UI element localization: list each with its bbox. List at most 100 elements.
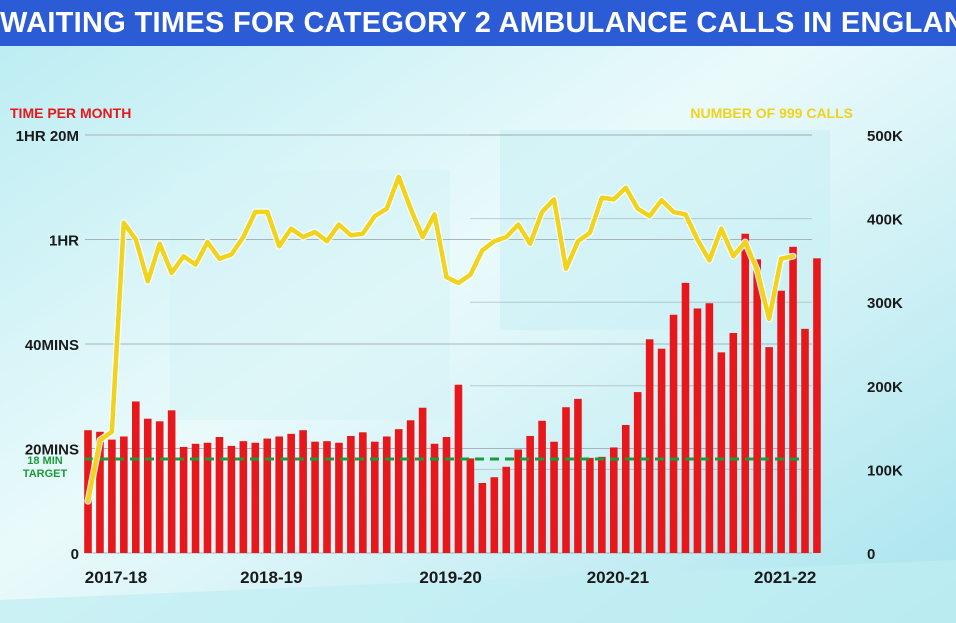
line-point bbox=[349, 233, 353, 237]
line-point bbox=[648, 214, 652, 218]
line-point bbox=[110, 430, 114, 434]
bar bbox=[382, 436, 391, 553]
bar bbox=[335, 442, 343, 553]
line-point bbox=[624, 186, 628, 190]
line-point bbox=[528, 242, 532, 246]
line-point bbox=[325, 239, 329, 243]
line-point bbox=[779, 257, 783, 261]
x-tick-label: 2021-22 bbox=[754, 568, 816, 587]
chart-title: WAITING TIMES FOR CATEGORY 2 AMBULANCE C… bbox=[0, 0, 956, 46]
bar bbox=[323, 441, 331, 553]
bar bbox=[669, 314, 678, 553]
line-point bbox=[469, 273, 472, 277]
line-point bbox=[743, 240, 747, 244]
line-point bbox=[588, 231, 592, 235]
x-tick-label: 2020-21 bbox=[587, 568, 649, 587]
line-point bbox=[540, 210, 544, 214]
line-series bbox=[84, 173, 797, 505]
bar bbox=[203, 442, 212, 553]
line-point bbox=[230, 253, 233, 256]
line-point bbox=[684, 213, 687, 216]
bar bbox=[681, 282, 690, 553]
bar bbox=[287, 433, 295, 553]
bar bbox=[538, 420, 546, 553]
line-point bbox=[134, 238, 138, 241]
line-point bbox=[86, 499, 90, 503]
line-point bbox=[636, 207, 640, 210]
bar bbox=[777, 290, 785, 553]
right-tick-label: 200K bbox=[867, 379, 903, 396]
left-tick-label: 20MINS bbox=[25, 442, 79, 459]
bar bbox=[598, 456, 606, 553]
bar bbox=[633, 392, 642, 553]
left-tick-label: 1HR bbox=[49, 233, 79, 250]
bar bbox=[514, 449, 522, 553]
calls-line bbox=[85, 174, 796, 504]
line-point bbox=[170, 271, 174, 275]
line-point bbox=[289, 227, 293, 231]
line-point bbox=[564, 267, 568, 271]
bar bbox=[179, 446, 188, 553]
left-tick-label: 0 bbox=[71, 546, 79, 563]
bar bbox=[275, 436, 283, 553]
line-point bbox=[504, 235, 508, 239]
target-label: TARGET bbox=[23, 468, 68, 480]
bar bbox=[645, 339, 654, 553]
bar bbox=[347, 435, 355, 553]
line-point bbox=[206, 240, 209, 244]
axes: 0 20MINS 40MINS 1HR 1HR 20M 0 100K 200K 300K 400K… bbox=[10, 105, 903, 587]
bar bbox=[813, 258, 821, 553]
bar bbox=[693, 308, 702, 553]
line-point bbox=[277, 244, 281, 248]
bar bbox=[574, 398, 582, 553]
line-point bbox=[421, 235, 424, 239]
x-tick-label: 2019-20 bbox=[419, 568, 481, 587]
line-point bbox=[708, 259, 711, 262]
line-point bbox=[397, 175, 401, 179]
line-point bbox=[98, 438, 102, 442]
right-axis-title: NUMBER OF 999 CALLS bbox=[690, 105, 853, 121]
right-tick-label: 500K bbox=[867, 128, 903, 145]
bar bbox=[789, 246, 797, 553]
line-point bbox=[480, 248, 484, 252]
bar bbox=[765, 347, 773, 553]
bar bbox=[562, 407, 570, 553]
bar bbox=[299, 430, 307, 553]
line-point bbox=[265, 210, 269, 214]
bar bbox=[610, 447, 618, 553]
bar bbox=[729, 333, 738, 553]
line-point bbox=[122, 221, 126, 225]
line-point bbox=[194, 263, 197, 266]
line-point bbox=[767, 317, 771, 321]
bar bbox=[120, 436, 128, 553]
bar bbox=[167, 410, 176, 553]
line-point bbox=[241, 235, 245, 239]
line-point bbox=[373, 214, 377, 218]
bar bbox=[490, 477, 499, 553]
bar bbox=[239, 441, 248, 553]
line-point bbox=[337, 223, 341, 226]
bar bbox=[418, 407, 427, 553]
line-point bbox=[253, 210, 257, 214]
bar bbox=[741, 233, 750, 553]
bar bbox=[215, 437, 224, 553]
line-point bbox=[457, 281, 460, 285]
x-tick-label: 2018-19 bbox=[240, 568, 302, 587]
bar bbox=[526, 435, 534, 553]
bar bbox=[394, 429, 403, 553]
bar bbox=[502, 466, 511, 553]
line-point bbox=[612, 197, 616, 201]
line-point bbox=[301, 235, 305, 239]
bar bbox=[430, 443, 439, 553]
line-point bbox=[552, 197, 556, 201]
bar bbox=[108, 439, 116, 553]
line-point bbox=[731, 254, 735, 258]
right-tick-label: 0 bbox=[867, 546, 875, 563]
right-tick-label: 300K bbox=[867, 295, 903, 312]
line-point bbox=[313, 230, 317, 234]
bar bbox=[359, 432, 367, 553]
bar-series bbox=[84, 233, 821, 553]
left-axis-title: TIME PER MONTH bbox=[10, 105, 131, 121]
line-point bbox=[791, 254, 795, 258]
